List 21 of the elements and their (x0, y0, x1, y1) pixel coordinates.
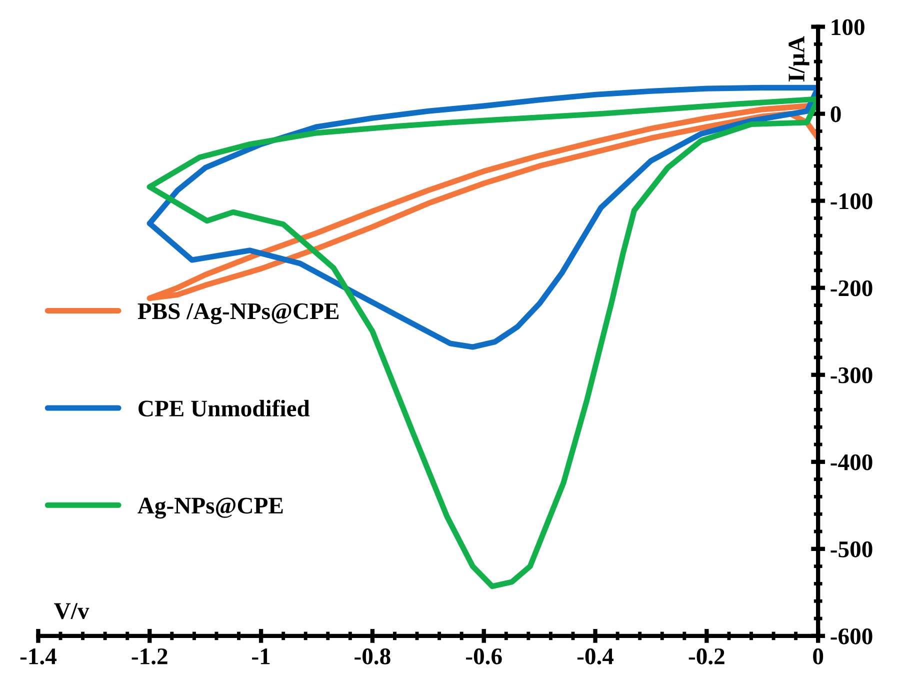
legend-label: Ag-NPs@CPE (138, 498, 283, 519)
x-tick-label: 0 (813, 648, 824, 664)
y-axis-title: I/µA (788, 36, 810, 82)
y-tick-label: -400 (830, 454, 872, 470)
x-tick-label: -0.6 (466, 648, 502, 664)
y-tick-label: 0 (830, 106, 841, 122)
x-tick-label: -1.2 (132, 648, 168, 664)
x-tick-label: -1 (252, 648, 270, 664)
y-tick-label: 100 (832, 19, 864, 36)
x-tick-label: -0.4 (577, 648, 614, 664)
y-tick-label: -500 (830, 541, 872, 558)
y-tick-label: -600 (830, 628, 872, 644)
x-axis-title: V/v (54, 603, 90, 620)
x-tick-label: -0.8 (354, 648, 390, 664)
y-tick-label: -200 (830, 280, 872, 296)
x-tick-label: -1.4 (20, 648, 56, 664)
x-tick-label: -0.2 (688, 648, 724, 664)
legend-label: PBS /Ag-NPs@CPE (138, 303, 339, 324)
y-tick-label: -300 (830, 367, 872, 384)
y-tick-label: -100 (830, 193, 872, 210)
legend-label: CPE Unmodified (138, 400, 310, 417)
